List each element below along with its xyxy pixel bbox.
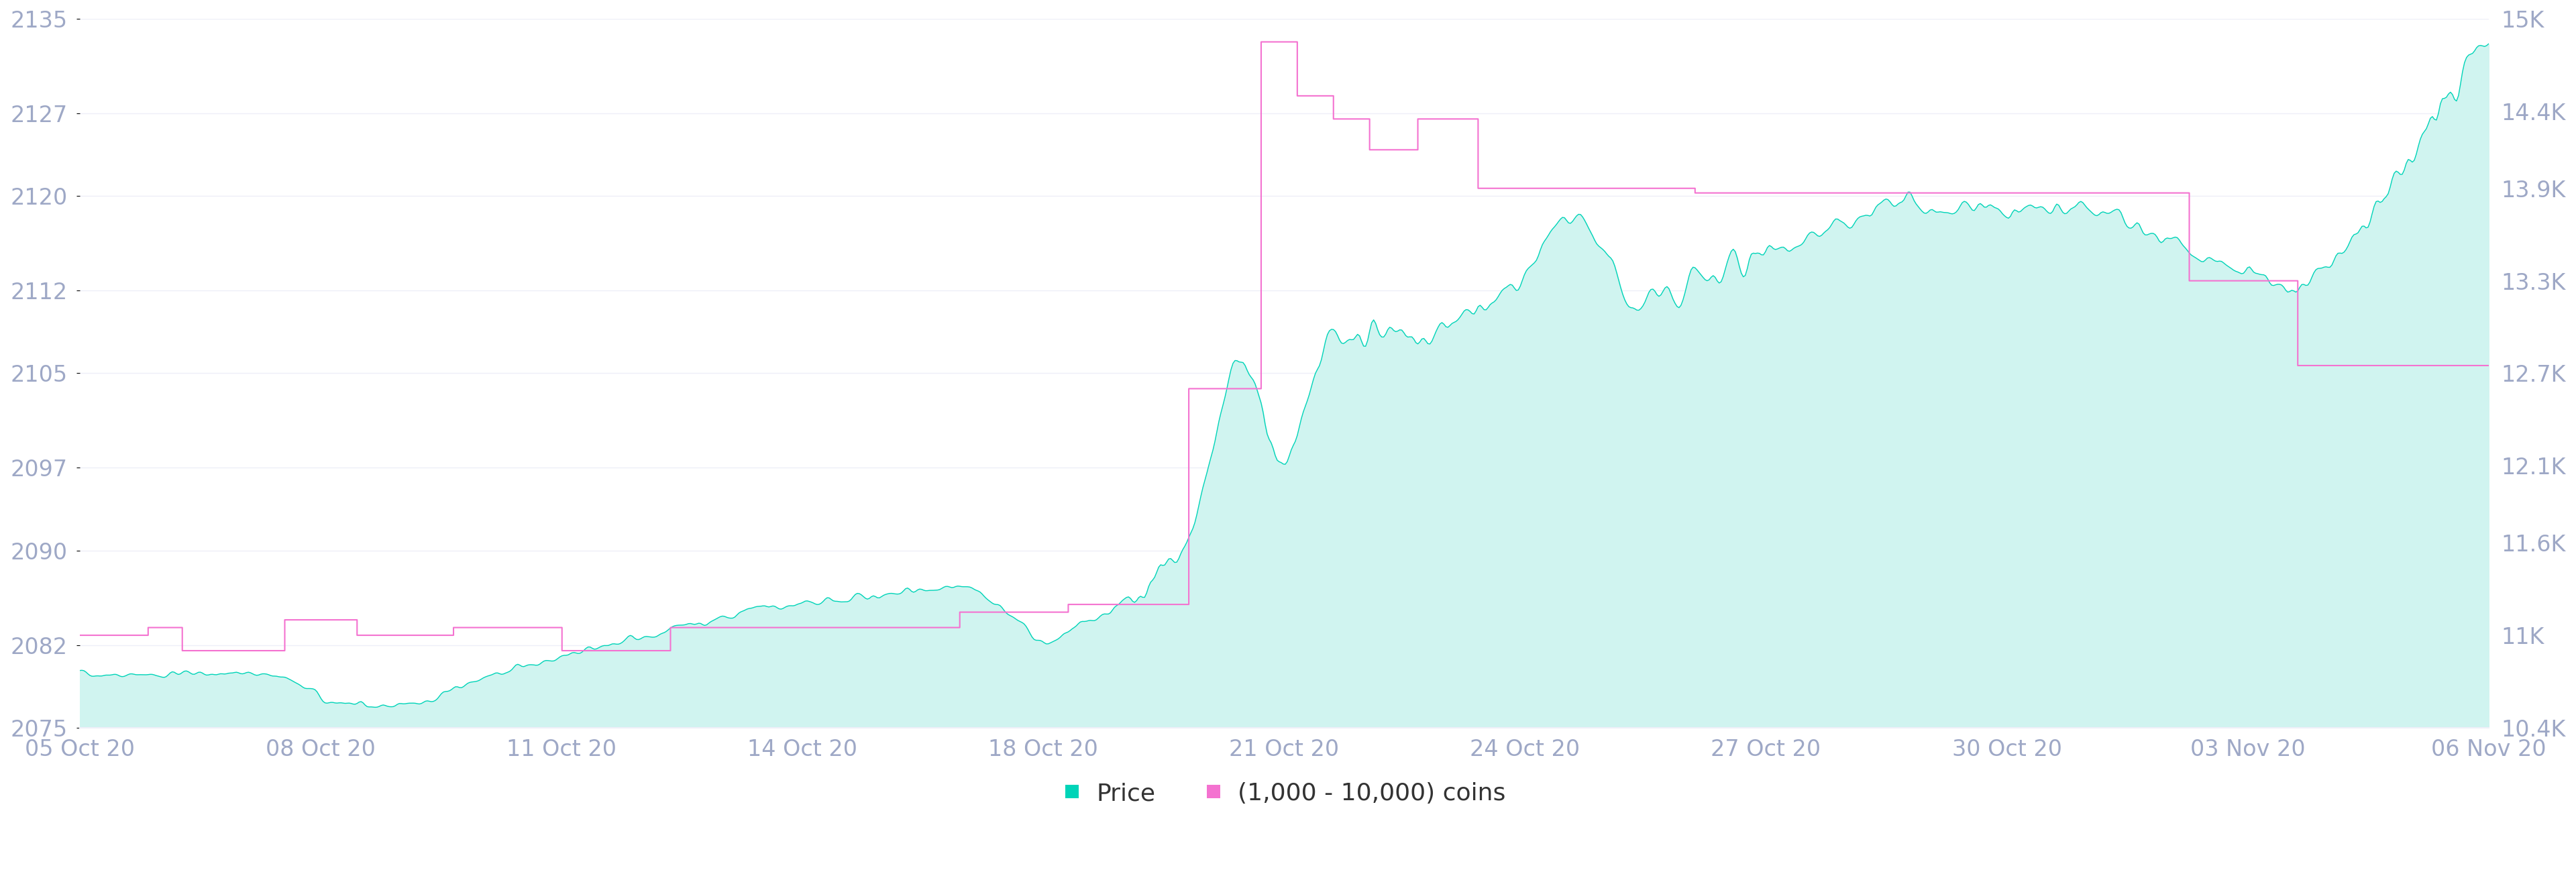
Legend: Price, (1,000 - 10,000) coins: Price, (1,000 - 10,000) coins	[1054, 773, 1515, 814]
